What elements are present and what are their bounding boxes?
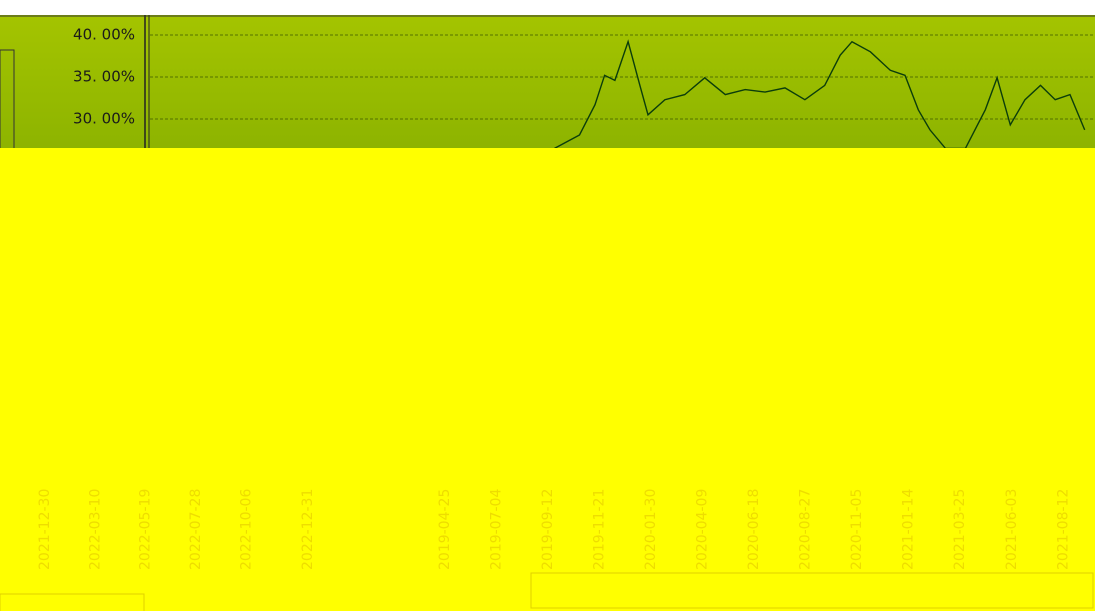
x-tick-label: 2019-09-12 — [540, 489, 556, 570]
x-tick-label: 2019-11-21 — [591, 489, 607, 570]
x-tick-label: 2020-04-09 — [695, 489, 711, 570]
x-tick-label: 2021-03-25 — [952, 489, 968, 570]
x-tick-label: 2022-10-06 — [238, 489, 254, 570]
x-tick-label: 2020-06-18 — [746, 489, 762, 570]
y-tick-label: 35. 00% — [73, 68, 135, 86]
x-tick-label: 2019-07-04 — [488, 489, 504, 570]
x-tick-label: 2022-07-28 — [188, 489, 204, 570]
y-tick-label: 30. 00% — [73, 110, 135, 128]
x-tick-label: 2022-03-10 — [88, 489, 104, 570]
x-tick-label: 2021-12-30 — [37, 489, 53, 570]
box — [0, 593, 145, 611]
y-tick-label: 40. 00% — [73, 26, 135, 44]
data-line — [554, 39, 1086, 150]
x-tick-label: 2021-01-14 — [901, 489, 917, 570]
x-tick-label: 2020-11-05 — [849, 489, 865, 570]
x-tick-label: 2021-06-03 — [1004, 489, 1020, 570]
box — [530, 572, 1094, 609]
overlay — [0, 148, 1095, 611]
x-tick-label: 2022-05-19 — [138, 489, 154, 570]
title-strip — [0, 0, 1095, 15]
x-tick-label: 2020-08-27 — [798, 489, 814, 570]
x-tick-label: 2021-08-12 — [1055, 489, 1071, 570]
x-tick-label: 2020-01-30 — [643, 489, 659, 570]
plot-background — [0, 15, 1095, 155]
x-tick-label: 2019-04-25 — [437, 489, 453, 570]
x-tick-label: 2022-12-31 — [300, 489, 316, 570]
